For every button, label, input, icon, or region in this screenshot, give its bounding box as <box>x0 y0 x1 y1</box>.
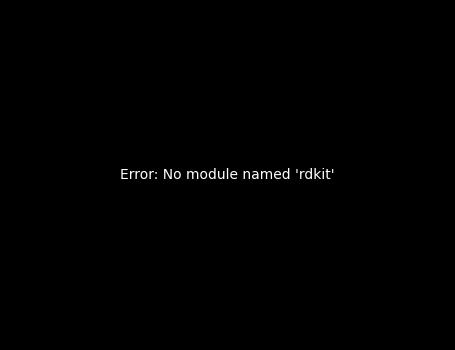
Text: Error: No module named 'rdkit': Error: No module named 'rdkit' <box>120 168 335 182</box>
